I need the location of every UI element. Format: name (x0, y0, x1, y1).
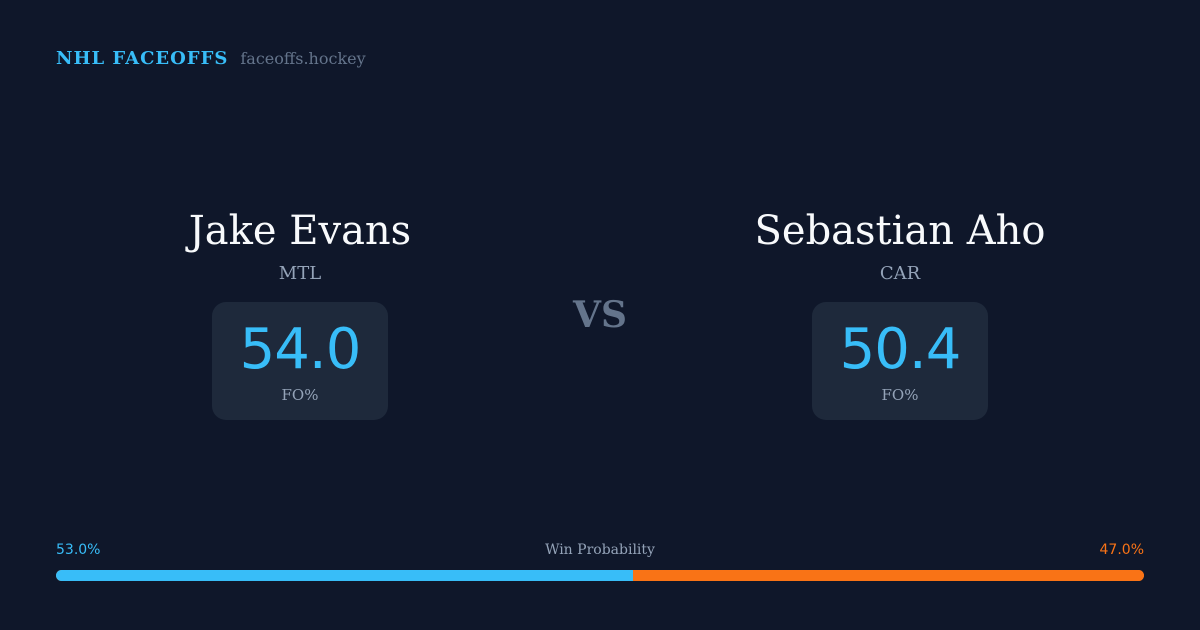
brand: NHL FACEOFFS faceoffs.hockey (56, 48, 366, 69)
vs-label: VS (573, 294, 627, 336)
brand-site: faceoffs.hockey (240, 49, 366, 68)
player-right: Sebastian Aho CAR 50.4 FO% (700, 205, 1100, 420)
fo-stat-card: 54.0 FO% (212, 302, 388, 420)
player-name: Sebastian Aho (754, 208, 1046, 254)
fo-label: FO% (281, 386, 319, 404)
player-left: Jake Evans MTL 54.0 FO% (100, 205, 500, 420)
player-name: Jake Evans (188, 208, 412, 254)
player-team: CAR (879, 263, 921, 284)
win-probability-title: Win Probability (545, 542, 655, 558)
win-probability-bar (56, 570, 1144, 581)
player-team: MTL (278, 263, 322, 284)
right-probability: 47.0% (1099, 542, 1144, 558)
left-probability-fill (56, 570, 633, 581)
fo-value: 54.0 (239, 317, 362, 382)
brand-title: NHL FACEOFFS (56, 48, 229, 69)
left-probability: 53.0% (56, 542, 101, 558)
fo-stat-card: 50.4 FO% (812, 302, 988, 420)
fo-label: FO% (881, 386, 919, 404)
fo-value: 50.4 (839, 317, 962, 382)
right-probability-fill (632, 570, 1144, 581)
